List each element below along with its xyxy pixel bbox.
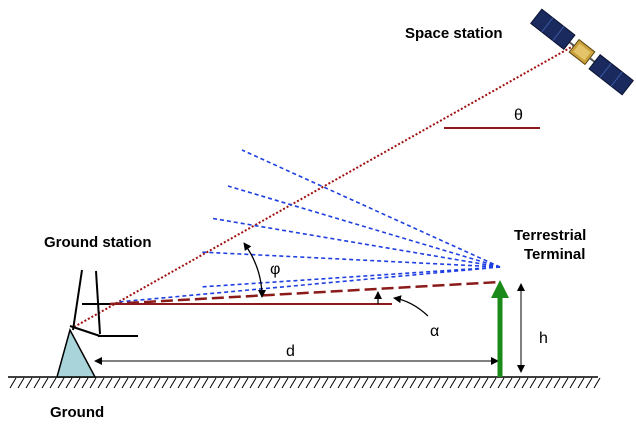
label-space-station: Space station (405, 25, 503, 42)
ground-antenna-icon (56, 269, 138, 378)
alpha-pointer (393, 295, 429, 317)
satellite-icon (530, 8, 634, 96)
label-terrestrial: Terrestrial (514, 227, 586, 244)
label-phi: φ (270, 261, 280, 278)
label-theta: θ (514, 107, 523, 124)
label-ground-station: Ground station (44, 234, 152, 251)
terrestrial-terminal-arrow (491, 280, 509, 377)
label-alpha: α (430, 323, 439, 340)
interference-fan (117, 149, 501, 303)
label-ground: Ground (50, 404, 104, 421)
label-terminal: Terminal (524, 246, 585, 263)
phi-arc (243, 242, 266, 298)
ground-hatch (8, 376, 601, 389)
label-d: d (286, 343, 295, 360)
label-h: h (539, 330, 548, 347)
line-to-terminal (109, 280, 501, 306)
